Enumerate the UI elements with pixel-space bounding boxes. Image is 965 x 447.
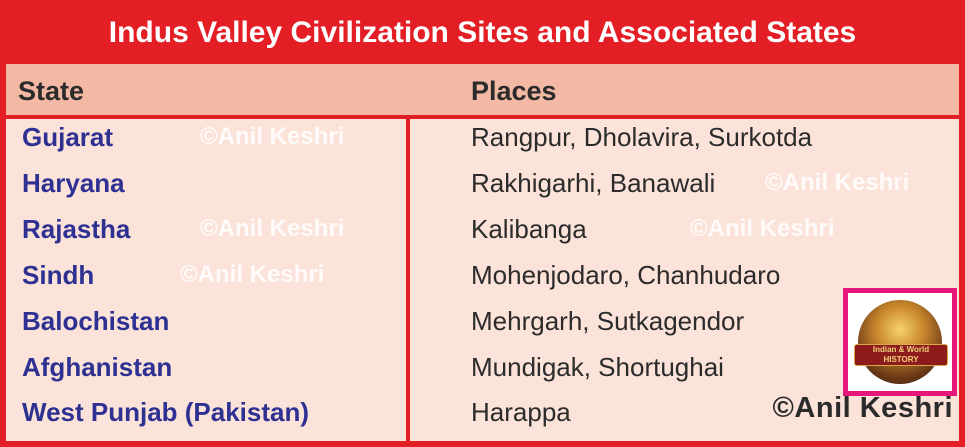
places-cell: Mehrgarh, Sutkagendor	[471, 306, 745, 336]
history-logo: Indian & World HISTORY	[843, 288, 957, 396]
places-cell: Mundigak, Shortughai	[471, 352, 724, 382]
table-row: Rajastha Kalibanga	[6, 206, 959, 252]
column-divider	[406, 119, 410, 441]
table-row: Haryana Rakhigarhi, Banawali	[6, 160, 959, 206]
state-cell: West Punjab (Pakistan)	[22, 397, 310, 427]
state-cell: Balochistan	[22, 306, 170, 336]
sites-table: State Places Gujarat Rangpur, Dholavira, …	[6, 64, 959, 441]
table-row: West Punjab (Pakistan) Harappa	[6, 389, 959, 435]
copyright-text: ©Anil Keshri	[772, 392, 953, 424]
state-cell: Haryana	[22, 168, 125, 198]
logo-band: Indian & World HISTORY	[854, 344, 948, 366]
table-header: State Places	[6, 64, 959, 119]
logo-line2: HISTORY	[883, 355, 919, 364]
places-cell: Rangpur, Dholavira, Surkotda	[471, 122, 813, 152]
places-cell: Kalibanga	[471, 214, 587, 244]
state-cell: Gujarat	[22, 122, 114, 152]
table-row: Afghanistan Mundigak, Shortughai	[6, 344, 959, 390]
places-cell: Rakhigarhi, Banawali	[471, 168, 716, 198]
table-row: Gujarat Rangpur, Dholavira, Surkotda	[6, 114, 959, 160]
logo-line1: Indian & World	[872, 345, 930, 354]
header-state: State	[18, 76, 85, 106]
places-cell: Mohenjodaro, Chanhudaro	[471, 260, 781, 290]
state-cell: Rajastha	[22, 214, 131, 244]
table-row: Sindh Mohenjodaro, Chanhudaro	[6, 252, 959, 298]
places-cell: Harappa	[471, 397, 571, 427]
state-cell: Sindh	[22, 260, 95, 290]
state-cell: Afghanistan	[22, 352, 173, 382]
page-title: Indus Valley Civilization Sites and Asso…	[108, 16, 857, 49]
globe-emblem-icon: Indian & World HISTORY	[854, 300, 948, 384]
header-places: Places	[471, 76, 557, 106]
table-row: Balochistan Mehrgarh, Sutkagendor	[6, 298, 959, 344]
